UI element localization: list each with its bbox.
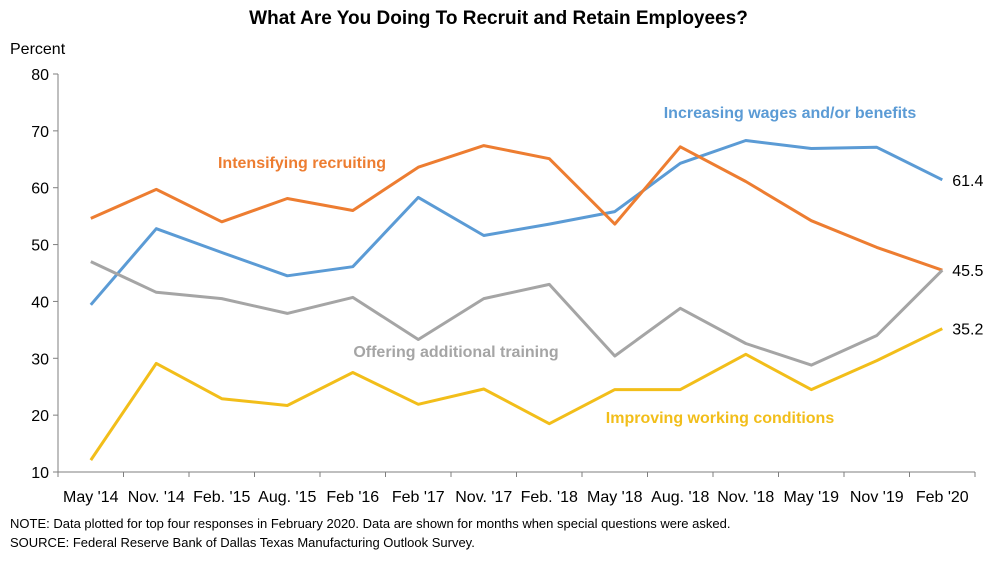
y-tick-label: 40 [31,294,49,311]
x-tick-label: Aug. '15 [258,489,316,506]
y-tick-label: 30 [31,351,49,368]
series-labels: Increasing wages and/or benefits 61.4 Inte… [218,105,984,427]
x-tick-label: May '18 [587,489,643,506]
series-line-2 [90,260,944,367]
x-tick-label: Feb '20 [916,489,969,506]
x-tick-label: Feb '17 [392,489,445,506]
x-tick-label: Nov. '18 [717,489,774,506]
y-tick-label: 80 [31,67,49,84]
series-label-0: Increasing wages and/or benefits [664,105,917,122]
axes: 10 20 30 40 50 60 70 80 May '14 Nov. '14 Feb. '15 A… [31,67,976,506]
chart-title: What Are You Doing To Recruit and Retain… [249,8,748,29]
chart-source: SOURCE: Federal Reserve Bank of Dallas T… [10,535,475,550]
series-line-1 [90,144,943,272]
series-label-3: Improving working conditions [606,410,835,427]
y-tick-label: 50 [31,238,49,255]
end-value-label-3: 35.2 [952,322,983,339]
chart-note: NOTE: Data plotted for top four response… [10,516,731,531]
series-line-0 [89,139,943,306]
y-tick-label: 70 [31,124,49,141]
y-axis-label: Percent [10,41,66,58]
y-tick-label: 10 [31,465,49,482]
series-lines [89,139,944,461]
x-tick-label: Nov. '17 [455,489,512,506]
x-tick-label: Nov '19 [850,489,904,506]
y-tick-label: 20 [31,408,49,425]
x-tick-label: Aug. '18 [651,489,709,506]
x-tick-label: Nov. '14 [128,489,185,506]
x-tick-label: Feb '16 [326,489,379,506]
x-tick-label: Feb. '18 [521,489,578,506]
series-label-2: Offering additional training [353,344,558,361]
series-line-3 [89,327,943,461]
x-tick-label: Feb. '15 [193,489,250,506]
x-tick-label: May '19 [783,489,839,506]
y-tick-label: 60 [31,181,49,198]
x-tick-label: May '14 [63,489,119,506]
end-value-label-0: 61.4 [952,173,983,190]
end-value-label-1: 45.5 [952,263,983,280]
series-label-1: Intensifying recruiting [218,155,386,172]
